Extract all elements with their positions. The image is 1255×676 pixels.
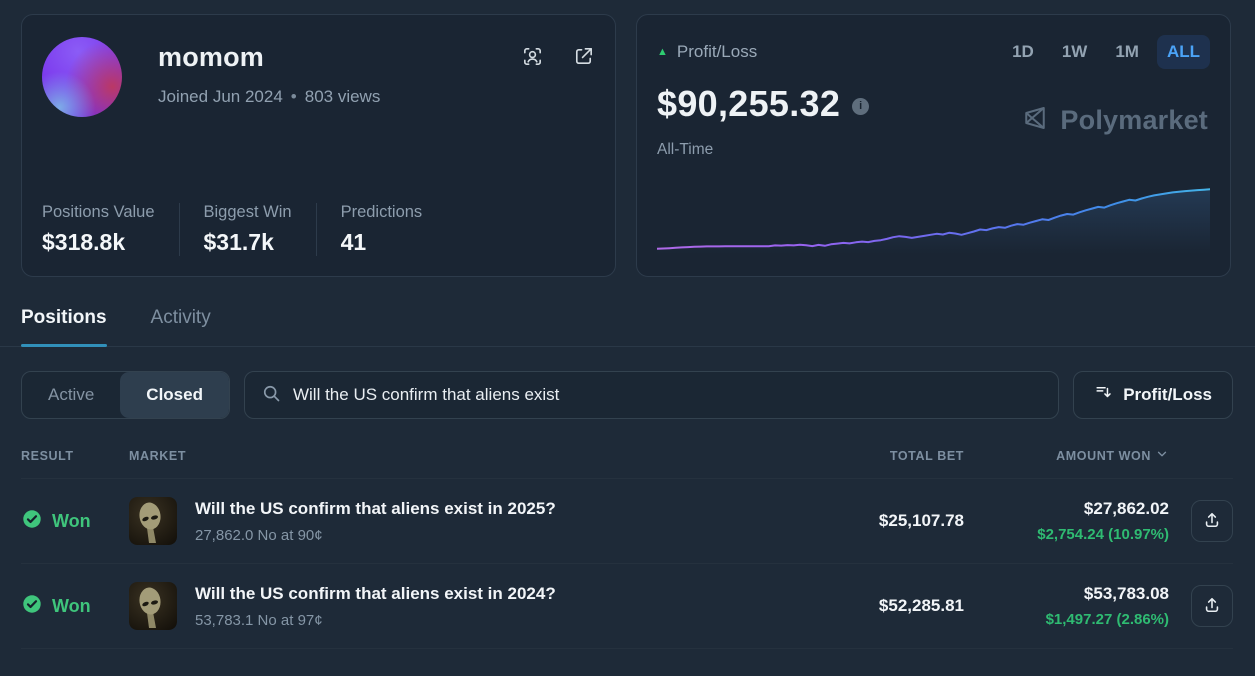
- stat-label: Predictions: [340, 203, 423, 221]
- header-market: MARKET: [129, 448, 187, 463]
- amount-won-value: $27,862.02: [1083, 499, 1169, 518]
- stat-label: Biggest Win: [203, 203, 292, 221]
- username: momom: [158, 42, 265, 72]
- profit-value: $1,497.27 (2.86%): [1045, 611, 1169, 628]
- amount-won-cell: $27,862.02 $2,754.24 (10.97%): [964, 499, 1169, 543]
- market-subtitle: 53,783.1 No at 97¢: [195, 611, 323, 629]
- profile-actions: [521, 37, 595, 68]
- total-bet-cell: $52,285.81: [878, 596, 964, 615]
- won-check-icon: [21, 508, 43, 535]
- info-icon[interactable]: i: [852, 97, 870, 115]
- total-bet-cell: $25,107.78: [878, 511, 964, 530]
- market-image: [129, 497, 177, 545]
- sort-button-label: Profit/Loss: [1123, 385, 1212, 404]
- search-icon: [261, 383, 281, 408]
- face-scan-icon: [521, 48, 544, 71]
- top-cards: momom Joined Jun 2024 • 803 views: [0, 0, 1255, 277]
- won-check-icon: [21, 593, 43, 620]
- stat-biggest-win: Biggest Win $31.7k: [178, 203, 316, 256]
- market-subtitle: 27,862.0 No at 90¢: [195, 526, 323, 544]
- meta-separator: •: [290, 87, 297, 106]
- pnl-value-row: $90,255.32 i: [637, 69, 1230, 125]
- stat-value: $318.8k: [42, 229, 126, 255]
- share-button[interactable]: [1191, 585, 1233, 627]
- status-segmented-control: Active Closed: [21, 371, 230, 419]
- profile-tabs: Positions Activity: [0, 277, 1255, 347]
- header-amount-won[interactable]: AMOUNT WON: [964, 447, 1169, 464]
- segment-closed[interactable]: Closed: [120, 372, 229, 418]
- market-image: [129, 582, 177, 630]
- profile-identity: momom Joined Jun 2024 • 803 views: [158, 37, 380, 107]
- amount-won-value: $53,783.08: [1083, 584, 1169, 603]
- market-cell: Will the US confirm that aliens exist in…: [129, 582, 804, 630]
- share-icon: [1202, 510, 1222, 533]
- sort-icon: [1094, 383, 1113, 407]
- market-cell: Will the US confirm that aliens exist in…: [129, 497, 804, 545]
- range-1d-button[interactable]: 1D: [1002, 35, 1044, 69]
- sort-profit-loss-button[interactable]: Profit/Loss: [1073, 371, 1233, 419]
- joined-date: Joined Jun 2024: [158, 87, 283, 106]
- market-title: Will the US confirm that aliens exist in…: [195, 583, 556, 603]
- chevron-down-icon: [1155, 447, 1169, 464]
- share-icon: [1202, 595, 1222, 618]
- position-row-2024[interactable]: Won Will the US confi: [21, 563, 1233, 648]
- share-cell: [1169, 500, 1233, 542]
- profile-meta: Joined Jun 2024 • 803 views: [158, 87, 380, 107]
- amount-won-cell: $53,783.08 $1,497.27 (2.86%): [964, 584, 1169, 628]
- range-1w-button[interactable]: 1W: [1052, 35, 1098, 69]
- header-amount-won-label: AMOUNT WON: [1056, 448, 1151, 463]
- filter-bar: Active Closed Profit/Loss: [0, 347, 1255, 419]
- segment-active[interactable]: Active: [22, 372, 120, 418]
- time-range-selector: 1D 1W 1M ALL: [1002, 35, 1210, 69]
- range-all-button[interactable]: ALL: [1156, 35, 1210, 69]
- result-cell: Won: [21, 508, 129, 535]
- share-cell: [1169, 585, 1233, 627]
- search-box: [243, 371, 1060, 419]
- external-link-icon: [572, 48, 595, 71]
- table-bottom-divider: [21, 648, 1233, 649]
- tab-positions[interactable]: Positions: [21, 307, 107, 347]
- market-text: Will the US confirm that aliens exist in…: [195, 584, 556, 629]
- pnl-title: Profit/Loss: [676, 42, 758, 61]
- position-row-2025[interactable]: Won Will the US confi: [21, 478, 1233, 563]
- stat-value: 41: [340, 229, 367, 255]
- trend-up-icon: ▲: [657, 46, 668, 58]
- watermark-text: Polymarket: [1060, 105, 1208, 135]
- profile-stats: Positions Value $318.8k Biggest Win $31.…: [42, 203, 595, 256]
- polymarket-watermark: Polymarket: [1020, 103, 1208, 138]
- result-label: Won: [52, 595, 91, 616]
- pnl-header: ▲ Profit/Loss 1D 1W 1M ALL: [637, 15, 1230, 69]
- pnl-value: $90,255.32: [657, 83, 841, 124]
- pnl-card: ▲ Profit/Loss 1D 1W 1M ALL $90,255.32 i …: [636, 14, 1231, 277]
- search-input[interactable]: [292, 385, 1043, 405]
- market-title: Will the US confirm that aliens exist in…: [195, 498, 556, 518]
- profile-card: momom Joined Jun 2024 • 803 views: [21, 14, 616, 277]
- stat-positions-value: Positions Value $318.8k: [42, 203, 179, 256]
- stat-value: $31.7k: [203, 229, 274, 255]
- profit-value: $2,754.24 (10.97%): [1037, 526, 1169, 543]
- result-label: Won: [52, 510, 91, 531]
- avatar: [42, 37, 122, 117]
- positions-table: RESULT MARKET TOTAL BET AMOUNT WON: [0, 419, 1255, 649]
- views-count: 803 views: [304, 87, 381, 106]
- result-cell: Won: [21, 593, 129, 620]
- tab-activity[interactable]: Activity: [151, 307, 211, 346]
- stat-label: Positions Value: [42, 203, 155, 221]
- header-result: RESULT: [21, 448, 74, 463]
- pnl-range-label: All-Time: [657, 141, 714, 158]
- profile-header: momom Joined Jun 2024 • 803 views: [22, 15, 615, 117]
- scan-qr-button[interactable]: [521, 45, 544, 68]
- share-button[interactable]: [1191, 500, 1233, 542]
- header-total-bet[interactable]: TOTAL BET: [889, 448, 964, 463]
- stat-predictions: Predictions 41: [315, 203, 447, 256]
- pnl-chart: [657, 178, 1210, 254]
- table-header-row: RESULT MARKET TOTAL BET AMOUNT WON: [21, 419, 1233, 478]
- open-external-button[interactable]: [572, 45, 595, 68]
- range-1m-button[interactable]: 1M: [1105, 35, 1149, 69]
- polymarket-logo-icon: [1020, 103, 1050, 138]
- market-text: Will the US confirm that aliens exist in…: [195, 499, 556, 544]
